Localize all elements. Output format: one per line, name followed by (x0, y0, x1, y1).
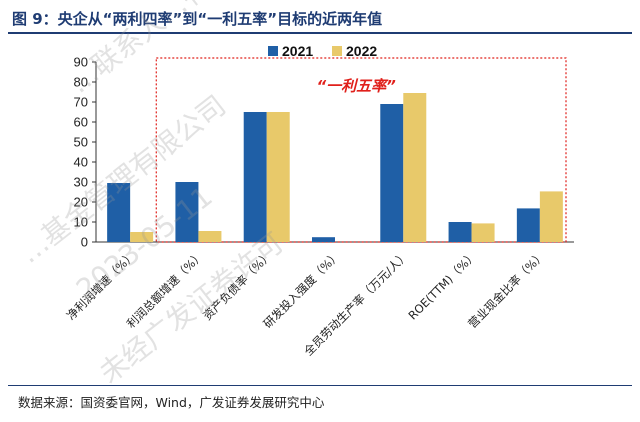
title-rule (8, 32, 632, 34)
y-tick-label: 40 (74, 155, 88, 170)
legend-swatch-2021 (268, 46, 278, 56)
y-tick-label: 80 (74, 75, 88, 90)
bar-2021-6 (516, 208, 540, 242)
x-category-label: 资产负债率（%） (200, 248, 275, 323)
bar-2022-4 (403, 93, 427, 242)
y-tick-label: 50 (74, 135, 88, 150)
bar-2022-2 (266, 112, 290, 242)
legend-label-2021: 2021 (282, 43, 313, 59)
footer-rule (8, 385, 632, 386)
bar-2021-2 (243, 112, 267, 242)
annotation-label: “一利五率” (316, 77, 396, 95)
legend-label-2022: 2022 (346, 43, 377, 59)
y-tick-label: 30 (74, 175, 88, 190)
y-tick-label: 10 (74, 215, 88, 230)
bar-2021-0 (107, 183, 131, 242)
figure-title: 图 9：央企从“两利四率”到“一利五率”目标的近两年值 (12, 10, 383, 28)
bar-2021-1 (175, 182, 199, 242)
bar-2022-6 (539, 191, 563, 242)
y-tick-label: 70 (74, 95, 88, 110)
legend-swatch-2022 (332, 46, 342, 56)
y-tick-label: 60 (74, 115, 88, 130)
x-category-label: 利润总额增速（%） (124, 248, 207, 331)
bar-chart: 0 10 20 30 40 50 60 70 80 90 “一利五率” 净利润增速（%）利润总额增速（… (64, 43, 574, 358)
y-tick-label: 20 (74, 195, 88, 210)
bar-2022-5 (471, 223, 495, 242)
source-note: 数据来源：国资委官网，Wind，广发证券发展研究中心 (18, 395, 325, 410)
y-tick-label: 0 (81, 235, 88, 250)
bar-2021-4 (380, 104, 404, 242)
x-category-label: 净利润增速（%） (64, 248, 139, 323)
x-category-label: 营业现金比率（%） (465, 248, 548, 331)
bar-2022-1 (198, 231, 222, 242)
y-tick-label: 90 (74, 55, 88, 70)
bar-2021-3 (312, 237, 335, 242)
x-category-label: ROE(TTM)（%） (405, 248, 479, 322)
annotation-box (155, 57, 567, 243)
bar-2021-5 (448, 222, 472, 242)
bar-2022-0 (130, 232, 154, 242)
